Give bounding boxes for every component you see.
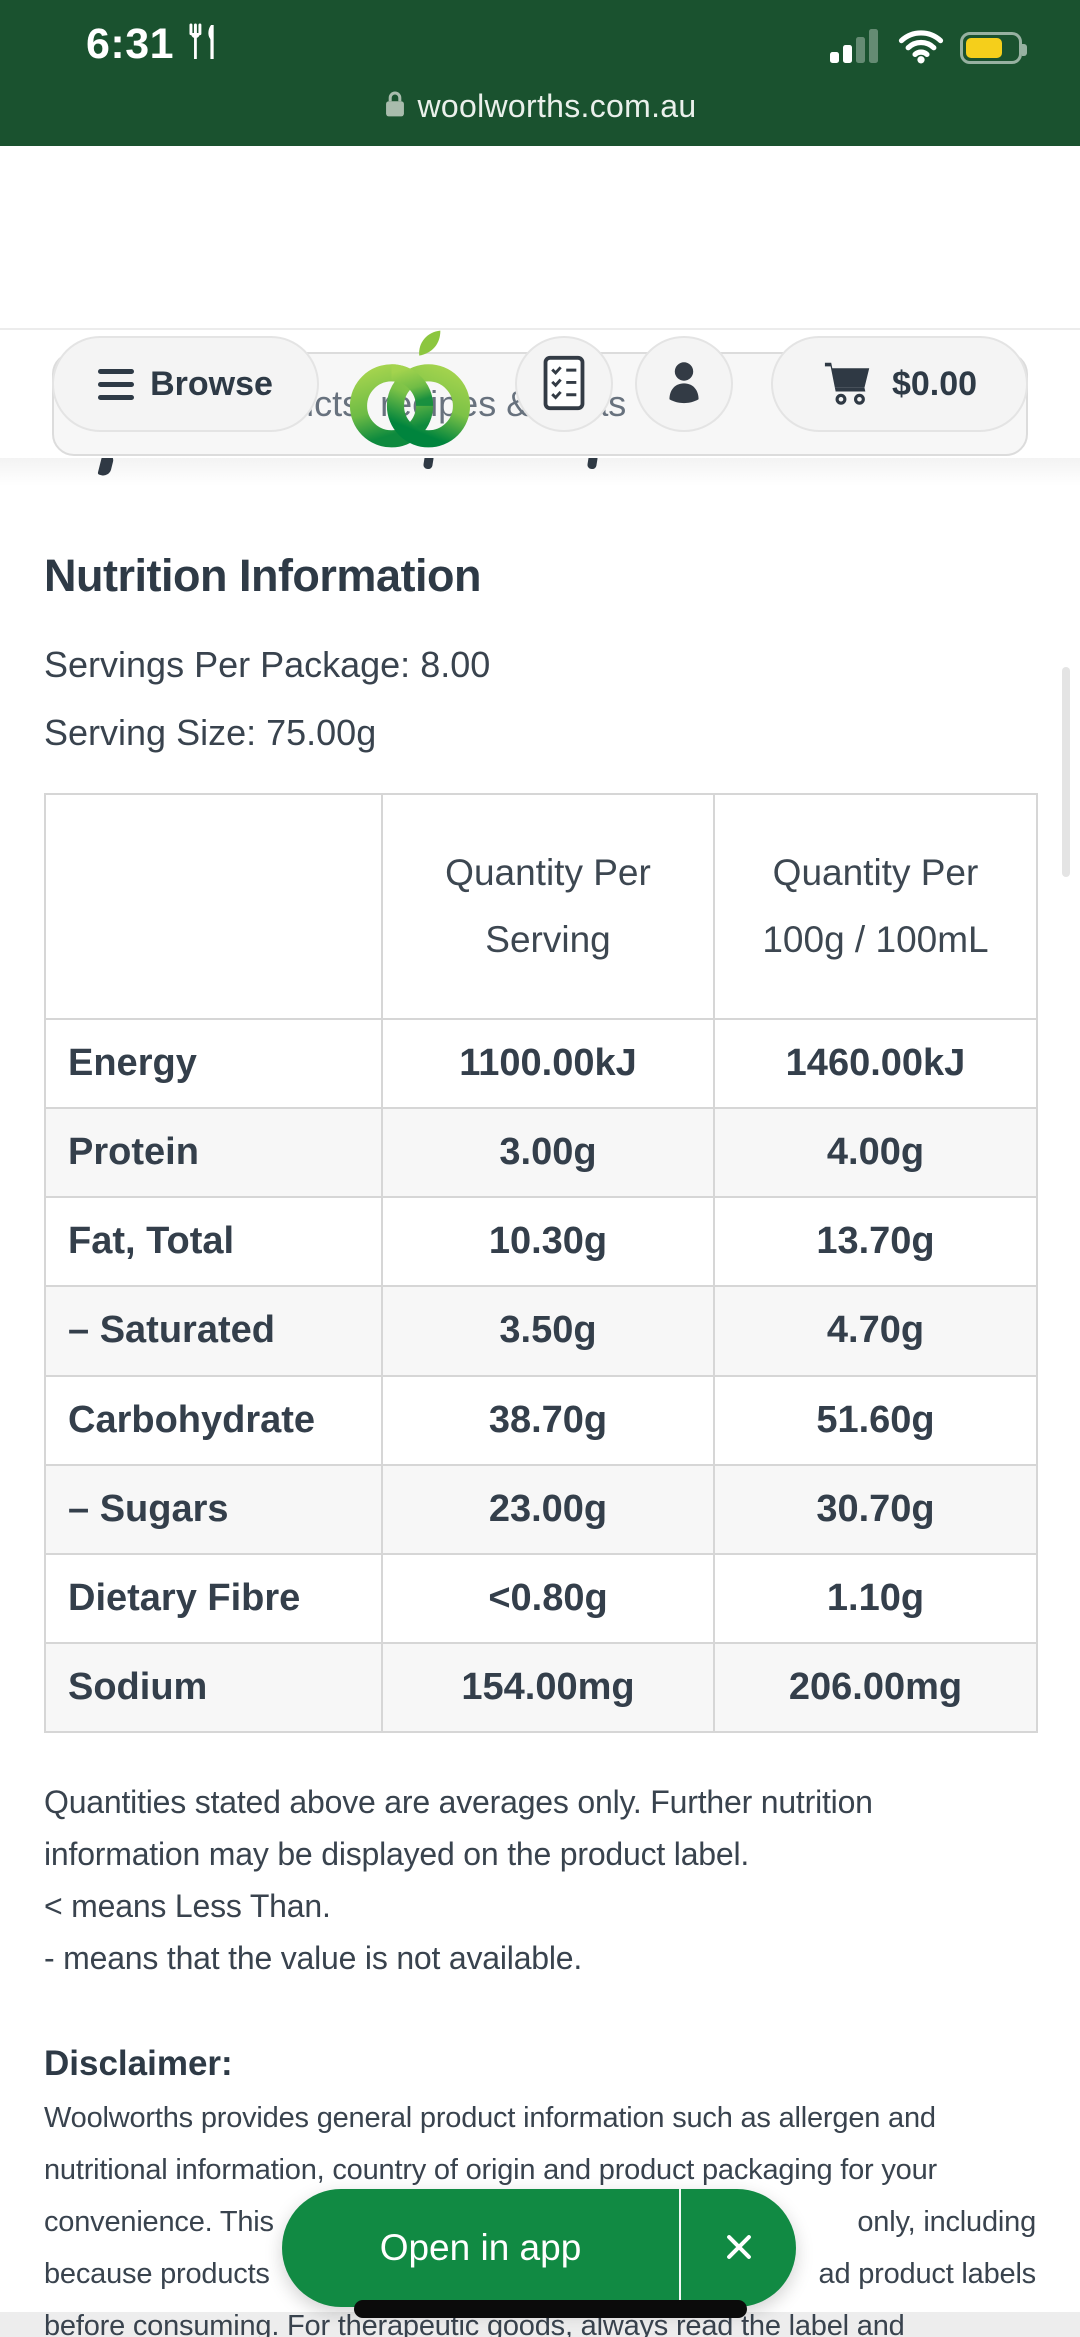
table-row: – Saturated 3.50g 4.70g [44,1285,1038,1377]
battery-nub [1022,44,1027,56]
value-per-serving: 3.00g [381,1107,715,1199]
cutoff-text-fragments [0,452,1080,498]
table-row: Protein 3.00g 4.00g [44,1107,1038,1199]
notes-less-than: < means Less Than. [44,1888,331,1924]
browse-label: Browse [150,364,273,403]
nutrition-table: Quantity Per Serving Quantity Per 100g /… [44,793,1038,1734]
nutrient-label: Carbohydrate [44,1374,383,1466]
table-row: Sodium 154.00mg 206.00mg [44,1641,1038,1734]
value-per-100g: 4.70g [713,1285,1038,1377]
cart-icon [822,359,874,410]
account-button[interactable] [635,336,733,432]
open-in-app-banner: Open in app [282,2189,796,2307]
hamburger-menu-icon [98,368,135,400]
cart-total: $0.00 [891,364,978,403]
clock-time: 6:31 [86,20,175,68]
table-row: – Sugars 23.00g 30.70g [44,1463,1038,1555]
value-per-100g: 13.70g [713,1196,1038,1288]
nutrient-label: – Sugars [44,1463,383,1555]
value-per-serving: 3.50g [381,1285,715,1377]
table-notes: Quantities stated above are averages onl… [44,1776,1036,1984]
close-icon [722,2230,756,2267]
value-per-serving: 154.00mg [381,1641,715,1734]
list-icon [542,355,586,414]
url-text: woolworths.com.au [417,88,697,124]
value-per-serving: 1100.00kJ [381,1017,715,1110]
value-per-serving: 10.30g [381,1196,715,1288]
value-per-serving: 38.70g [381,1374,715,1466]
nutrient-label: Fat, Total [44,1196,383,1288]
value-per-serving: 23.00g [381,1463,715,1555]
dining-fork-knife-icon [186,23,220,66]
table-row: Energy 1100.00kJ 1460.00kJ [44,1017,1038,1110]
person-icon [661,358,707,411]
notes-not-available: - means that the value is not available. [44,1940,583,1976]
disclaimer-line: because products ad product labels [44,2248,1036,2300]
disclaimer-line: convenience. This only, including [44,2196,1036,2248]
disclaimer-line: Woolworths provides general product info… [44,2102,936,2134]
value-per-100g: 51.60g [713,1374,1038,1466]
disclaimer-fragment: ad product labels [818,2258,1037,2290]
value-per-100g: 206.00mg [713,1641,1038,1734]
page-title: Nutrition Information [44,550,481,601]
nutrient-label: Sodium [44,1641,383,1734]
banner-close-button[interactable] [681,2189,796,2307]
address-bar[interactable]: woolworths.com.au [0,88,1080,125]
header-per-serving: Quantity Per Serving [381,793,715,1020]
table-row: Dietary Fibre <0.80g 1.10g [44,1552,1038,1644]
status-icons [830,26,1027,70]
serving-size: Serving Size: 75.00g [44,712,377,753]
logo-leaf [419,330,441,356]
battery-level-fill [966,38,1002,58]
table-header-row: Quantity Per Serving Quantity Per 100g /… [44,793,1038,1020]
disclaimer-fragment: only, including [857,2206,1036,2238]
scrollbar-thumb[interactable] [1062,667,1070,877]
disclaimer-heading: Disclaimer: [44,2044,233,2083]
lock-icon [384,90,406,123]
table-row: Carbohydrate 38.70g 51.60g [44,1374,1038,1466]
table-row: Fat, Total 10.30g 13.70g [44,1196,1038,1288]
open-in-app-button[interactable]: Open in app [282,2189,679,2307]
home-indicator[interactable] [354,2300,747,2318]
value-per-100g: 1460.00kJ [713,1017,1038,1110]
header-empty-cell [44,793,383,1020]
cart-button[interactable]: $0.00 [771,336,1028,432]
value-per-serving: <0.80g [381,1552,715,1644]
status-time-group: 6:31 [86,20,220,69]
app-header: Browse [0,146,1080,448]
battery-icon [960,32,1027,64]
value-per-100g: 4.00g [713,1107,1038,1199]
value-per-100g: 1.10g [713,1552,1038,1644]
value-per-100g: 30.70g [713,1463,1038,1555]
nutrient-label: Protein [44,1107,383,1199]
banner-divider [679,2189,681,2307]
nutrient-label: Energy [44,1017,383,1110]
browse-button[interactable]: Browse [52,336,319,432]
disclaimer-text: Woolworths provides general product info… [44,2092,1036,2337]
shopping-list-button[interactable] [515,336,613,432]
wifi-icon [898,28,944,69]
nutrient-label: Dietary Fibre [44,1552,383,1644]
status-bar: 6:31 [0,0,1080,146]
cellular-signal-icon [830,28,882,69]
woolworths-logo[interactable] [344,324,476,456]
disclaimer-line: nutritional information, country of orig… [44,2154,937,2186]
header-per-100g: Quantity Per 100g / 100mL [713,793,1038,1020]
notes-averages: Quantities stated above are averages onl… [44,1784,873,1872]
nutrient-label: – Saturated [44,1285,383,1377]
disclaimer-fragment: convenience. This [44,2206,274,2238]
disclaimer-fragment: because products [44,2258,270,2290]
servings-per-package: Servings Per Package: 8.00 [44,644,491,685]
